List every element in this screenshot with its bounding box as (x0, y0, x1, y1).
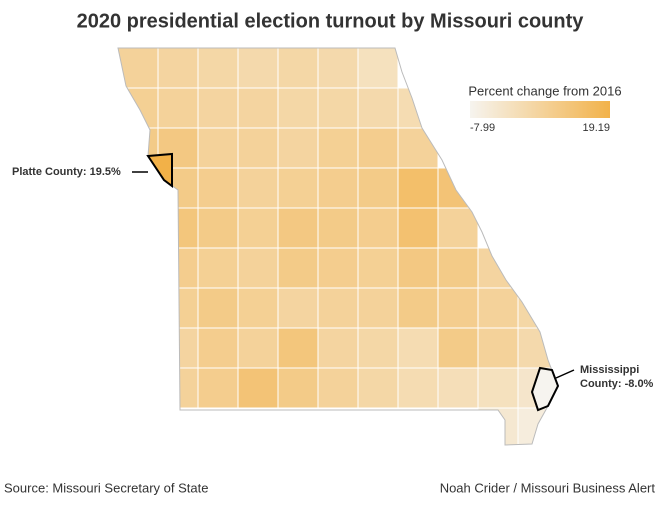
mississippi-county (530, 366, 560, 412)
county (397, 247, 439, 289)
title: 2020 presidential election turnout by Mi… (77, 10, 585, 32)
county (477, 287, 519, 329)
county (237, 287, 279, 329)
county (197, 48, 239, 89)
county (277, 287, 319, 329)
county (157, 327, 199, 369)
county (237, 247, 279, 289)
county (357, 207, 399, 249)
county (477, 367, 519, 409)
county (277, 207, 319, 249)
county (118, 48, 159, 89)
county (237, 207, 279, 249)
county (397, 367, 439, 409)
county (157, 247, 199, 289)
county (357, 87, 399, 129)
county (437, 247, 479, 289)
annotation: Mississippi (580, 364, 639, 376)
county (437, 167, 479, 209)
county (197, 87, 239, 129)
county (397, 127, 439, 169)
county (317, 48, 359, 89)
county (277, 48, 319, 89)
county (277, 167, 319, 209)
credit: Noah Crider / Missouri Business Alert (440, 480, 656, 495)
county (317, 167, 359, 209)
county (357, 167, 399, 209)
county (197, 327, 239, 369)
county (437, 207, 479, 249)
county (197, 207, 239, 249)
county (157, 87, 199, 129)
county (317, 287, 359, 329)
county (317, 87, 359, 129)
source: Source: Missouri Secretary of State (4, 480, 208, 495)
annotation: Platte County: 19.5% (12, 166, 121, 178)
county (357, 247, 399, 289)
county (277, 367, 319, 409)
county (437, 287, 479, 329)
county-grid (118, 48, 558, 445)
county (197, 127, 239, 169)
county (357, 48, 399, 89)
county (317, 127, 359, 169)
county (397, 207, 439, 249)
county (197, 167, 239, 209)
county (477, 247, 519, 289)
county (237, 127, 279, 169)
county (237, 167, 279, 209)
county (357, 367, 399, 409)
legend-bar (470, 101, 610, 118)
county (477, 327, 519, 369)
county (317, 367, 359, 409)
county (118, 87, 159, 129)
county (157, 287, 199, 329)
county (277, 127, 319, 169)
county (237, 87, 279, 129)
county (157, 367, 199, 409)
county (317, 327, 359, 369)
county (237, 48, 279, 89)
county (397, 327, 439, 369)
county (517, 327, 558, 369)
legend-min: -7.99 (470, 122, 495, 134)
county (437, 327, 479, 369)
county (197, 247, 239, 289)
legend-max: 19.19 (582, 122, 610, 134)
county (157, 48, 199, 89)
county (317, 207, 359, 249)
county (197, 287, 239, 329)
county (237, 367, 279, 409)
county (197, 367, 239, 409)
county (437, 367, 479, 409)
county (397, 167, 439, 209)
annotation-line (555, 369, 575, 379)
county (517, 287, 558, 329)
county (397, 87, 439, 129)
county (277, 247, 319, 289)
county (517, 407, 558, 445)
legend-title: Percent change from 2016 (468, 83, 621, 98)
county (357, 287, 399, 329)
county (317, 247, 359, 289)
county (357, 127, 399, 169)
county (477, 407, 519, 445)
county (357, 327, 399, 369)
platte-county (146, 152, 173, 188)
county (397, 287, 439, 329)
county (277, 87, 319, 129)
county (237, 327, 279, 369)
annotation: County: -8.0% (580, 378, 654, 390)
county (277, 327, 319, 369)
